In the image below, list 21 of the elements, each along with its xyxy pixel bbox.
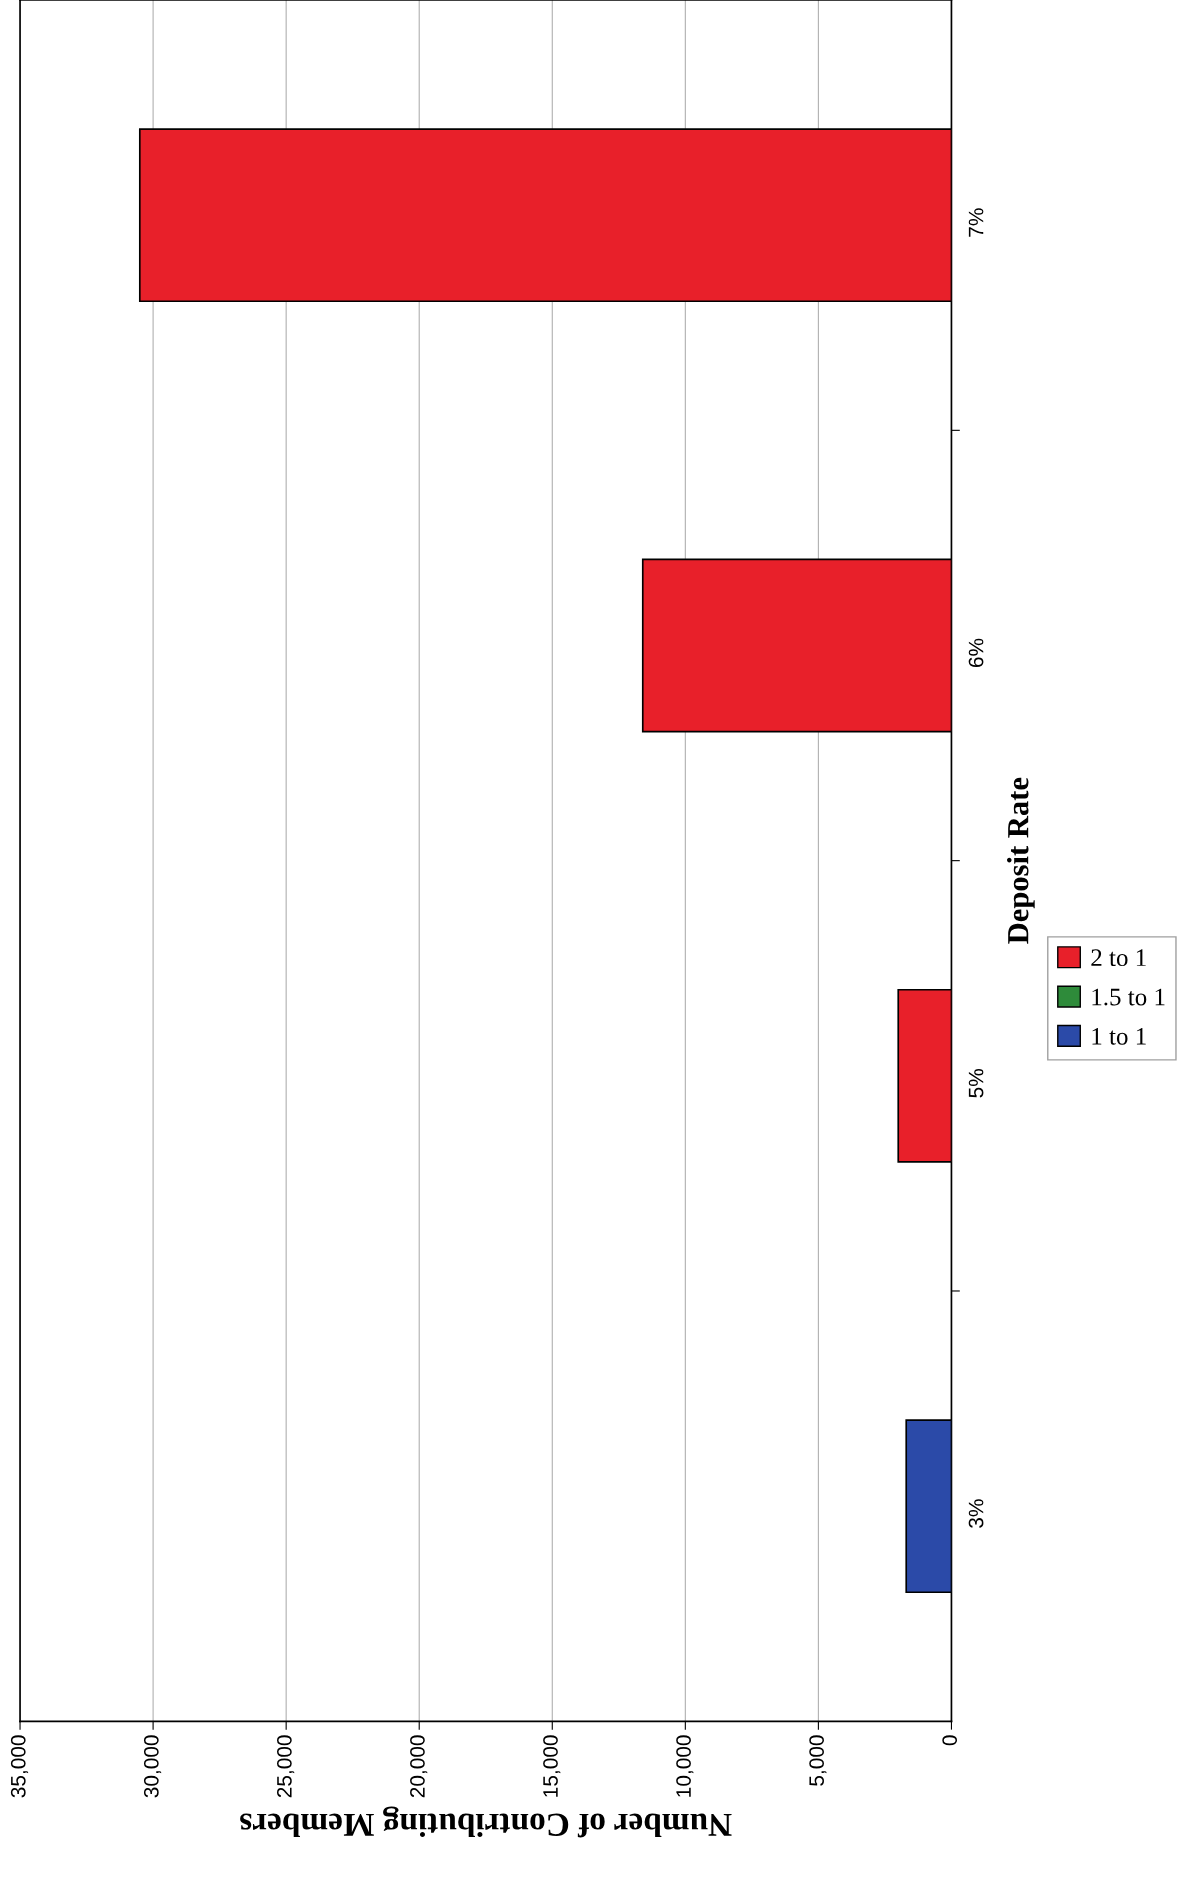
y-tick-label: 6% <box>968 638 984 667</box>
x-tick-label: 15,000 <box>543 1735 561 1797</box>
x-tick-label: 5,000 <box>809 1735 827 1786</box>
x-tick-label: 10,000 <box>676 1735 694 1797</box>
legend-label: 2 to 1 <box>1091 949 1146 967</box>
bar <box>138 128 952 303</box>
x-tick-label: 35,000 <box>10 1735 29 1798</box>
x-tick-label: 30,000 <box>143 1735 162 1798</box>
y-tick-label: 5% <box>968 1069 984 1098</box>
x-tick-label: 20,000 <box>410 1735 428 1798</box>
bar <box>897 988 952 1163</box>
y-axis-title: Deposit Rate <box>1006 777 1035 944</box>
x-tick-label: 0 <box>942 1735 958 1746</box>
bar <box>905 1419 952 1594</box>
y-tick-label: 7% <box>968 208 984 237</box>
legend-label: 1 to 1 <box>1092 1028 1146 1045</box>
bar <box>641 558 952 733</box>
x-tick-label: 25,000 <box>277 1735 295 1798</box>
legend-label: 1.5 to 1 <box>1092 988 1165 1006</box>
y-tick-label: 3% <box>968 1499 984 1528</box>
x-axis-title: Number of Contributing Members <box>240 1806 732 1838</box>
